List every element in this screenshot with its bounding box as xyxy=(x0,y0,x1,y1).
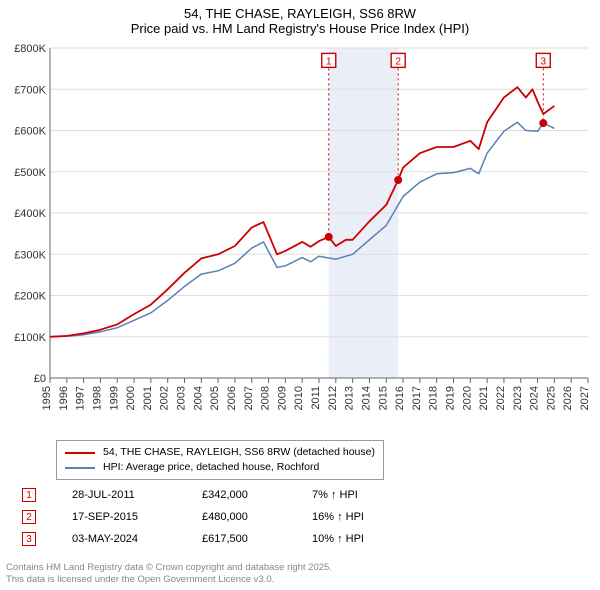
event-marker-num: 2 xyxy=(26,512,32,523)
event-date: 28-JUL-2011 xyxy=(72,489,202,501)
legend-label: 54, THE CHASE, RAYLEIGH, SS6 8RW (detach… xyxy=(103,445,375,460)
svg-text:£100K: £100K xyxy=(14,332,46,344)
svg-text:2026: 2026 xyxy=(562,386,574,410)
svg-text:2007: 2007 xyxy=(243,386,255,410)
event-marker: 3 xyxy=(22,532,36,546)
event-date: 17-SEP-2015 xyxy=(72,511,202,523)
event-price: £617,500 xyxy=(202,533,312,545)
legend-swatch xyxy=(65,452,95,454)
svg-text:2021: 2021 xyxy=(478,386,490,410)
attribution-line: This data is licensed under the Open Gov… xyxy=(6,574,332,586)
event-date: 03-MAY-2024 xyxy=(72,533,202,545)
svg-text:2002: 2002 xyxy=(159,386,171,410)
svg-text:2014: 2014 xyxy=(360,386,372,410)
title-address: 54, THE CHASE, RAYLEIGH, SS6 8RW xyxy=(4,6,596,21)
svg-text:2012: 2012 xyxy=(327,386,339,410)
legend-swatch xyxy=(65,467,95,469)
event-marker-num: 1 xyxy=(26,490,32,501)
svg-text:£800K: £800K xyxy=(14,44,46,55)
events-table: 1 28-JUL-2011 £342,000 7% ↑ HPI 2 17-SEP… xyxy=(22,484,402,550)
event-marker: 1 xyxy=(22,488,36,502)
event-marker: 2 xyxy=(22,510,36,524)
title-subtitle: Price paid vs. HM Land Registry's House … xyxy=(4,21,596,36)
legend-item: 54, THE CHASE, RAYLEIGH, SS6 8RW (detach… xyxy=(65,445,375,460)
chart-svg: £0 £100K £200K £300K £400K £500K £600K £700K £80… xyxy=(6,44,594,434)
svg-text:2003: 2003 xyxy=(176,386,188,410)
svg-text:2: 2 xyxy=(395,56,401,67)
legend-item: HPI: Average price, detached house, Roch… xyxy=(65,460,375,475)
svg-text:2011: 2011 xyxy=(310,386,322,410)
svg-text:£500K: £500K xyxy=(14,167,46,179)
svg-text:1: 1 xyxy=(326,56,332,67)
svg-text:2018: 2018 xyxy=(428,386,440,410)
svg-text:2015: 2015 xyxy=(377,386,389,410)
svg-text:2023: 2023 xyxy=(512,386,524,410)
svg-text:2013: 2013 xyxy=(344,386,356,410)
event-price: £480,000 xyxy=(202,511,312,523)
svg-text:£400K: £400K xyxy=(14,208,46,220)
svg-text:2001: 2001 xyxy=(142,386,154,410)
svg-text:2019: 2019 xyxy=(445,386,457,410)
event-delta: 7% ↑ HPI xyxy=(312,489,402,501)
svg-text:2006: 2006 xyxy=(226,386,238,410)
svg-text:2025: 2025 xyxy=(545,386,557,410)
svg-text:2016: 2016 xyxy=(394,386,406,410)
svg-text:2017: 2017 xyxy=(411,386,423,410)
event-marker-num: 3 xyxy=(26,534,32,545)
svg-text:2022: 2022 xyxy=(495,386,507,410)
svg-text:2000: 2000 xyxy=(125,386,137,410)
svg-text:£0: £0 xyxy=(34,373,46,385)
svg-text:2008: 2008 xyxy=(260,386,272,410)
svg-text:1998: 1998 xyxy=(91,386,103,410)
legend-label: HPI: Average price, detached house, Roch… xyxy=(103,460,319,475)
chart-area: £0 £100K £200K £300K £400K £500K £600K £700K £80… xyxy=(6,44,594,434)
event-delta: 10% ↑ HPI xyxy=(312,533,402,545)
svg-text:£200K: £200K xyxy=(14,291,46,303)
svg-text:1996: 1996 xyxy=(58,386,70,410)
legend: 54, THE CHASE, RAYLEIGH, SS6 8RW (detach… xyxy=(56,440,384,480)
svg-text:2005: 2005 xyxy=(209,386,221,410)
event-row: 1 28-JUL-2011 £342,000 7% ↑ HPI xyxy=(22,484,402,506)
event-row: 2 17-SEP-2015 £480,000 16% ↑ HPI xyxy=(22,506,402,528)
chart-title-block: 54, THE CHASE, RAYLEIGH, SS6 8RW Price p… xyxy=(0,0,600,38)
attribution: Contains HM Land Registry data © Crown c… xyxy=(6,562,332,586)
svg-text:1997: 1997 xyxy=(75,386,87,410)
svg-text:1995: 1995 xyxy=(41,386,53,410)
svg-text:£700K: £700K xyxy=(14,84,46,96)
svg-text:2009: 2009 xyxy=(276,386,288,410)
svg-text:2024: 2024 xyxy=(529,386,541,410)
svg-text:£600K: £600K xyxy=(14,126,46,138)
svg-text:2027: 2027 xyxy=(579,386,591,410)
svg-text:2004: 2004 xyxy=(192,386,204,410)
svg-text:£300K: £300K xyxy=(14,249,46,261)
attribution-line: Contains HM Land Registry data © Crown c… xyxy=(6,562,332,574)
svg-text:3: 3 xyxy=(540,56,546,67)
event-price: £342,000 xyxy=(202,489,312,501)
svg-text:1999: 1999 xyxy=(108,386,120,410)
event-row: 3 03-MAY-2024 £617,500 10% ↑ HPI xyxy=(22,528,402,550)
svg-text:2010: 2010 xyxy=(293,386,305,410)
svg-text:2020: 2020 xyxy=(461,386,473,410)
event-delta: 16% ↑ HPI xyxy=(312,511,402,523)
